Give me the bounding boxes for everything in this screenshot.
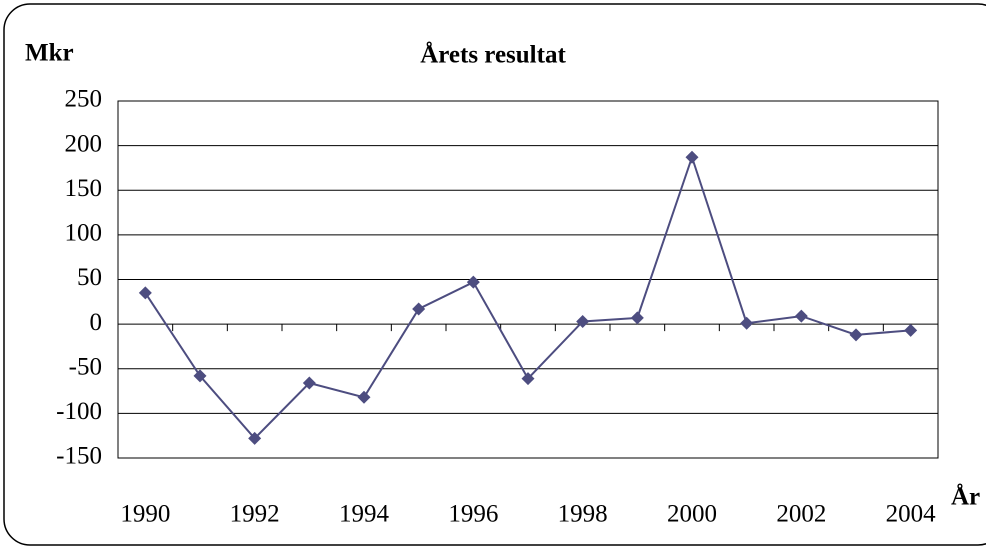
y-axis-label: Mkr: [25, 40, 74, 67]
data-marker: [576, 314, 590, 328]
data-marker: [138, 286, 152, 300]
x-axis-label: År: [951, 483, 980, 511]
y-tick-label: 200: [65, 130, 103, 157]
chart-title: Årets resultat: [420, 41, 566, 69]
x-tick-label: 1998: [558, 501, 608, 528]
data-marker: [466, 275, 480, 289]
y-tick-label: 250: [65, 86, 103, 113]
data-marker: [302, 376, 316, 390]
data-marker: [193, 369, 207, 383]
data-marker: [849, 328, 863, 342]
y-tick-label: 50: [77, 264, 102, 291]
data-marker: [904, 323, 918, 337]
y-tick-label: 150: [65, 175, 103, 202]
data-marker: [685, 150, 699, 164]
data-marker: [412, 302, 426, 316]
data-marker: [630, 311, 644, 325]
x-tick-label: 1994: [339, 501, 390, 528]
data-marker: [740, 316, 754, 330]
x-tick-label: 1996: [448, 501, 498, 528]
data-marker: [248, 431, 262, 445]
data-marker: [794, 309, 808, 323]
data-marker: [521, 372, 535, 386]
chart-border: [3, 3, 986, 546]
x-tick-label: 2002: [776, 501, 826, 528]
data-marker: [357, 390, 371, 404]
x-tick-label: 1990: [120, 501, 170, 528]
y-tick-label: -100: [56, 398, 102, 425]
y-tick-label: -50: [69, 353, 102, 380]
y-tick-label: 0: [90, 309, 103, 336]
x-tick-label: 2000: [667, 501, 717, 528]
y-tick-label: -150: [56, 443, 102, 470]
y-tick-label: 100: [65, 220, 103, 247]
x-tick-label: 1992: [230, 501, 280, 528]
x-tick-label: 2004: [886, 501, 937, 528]
